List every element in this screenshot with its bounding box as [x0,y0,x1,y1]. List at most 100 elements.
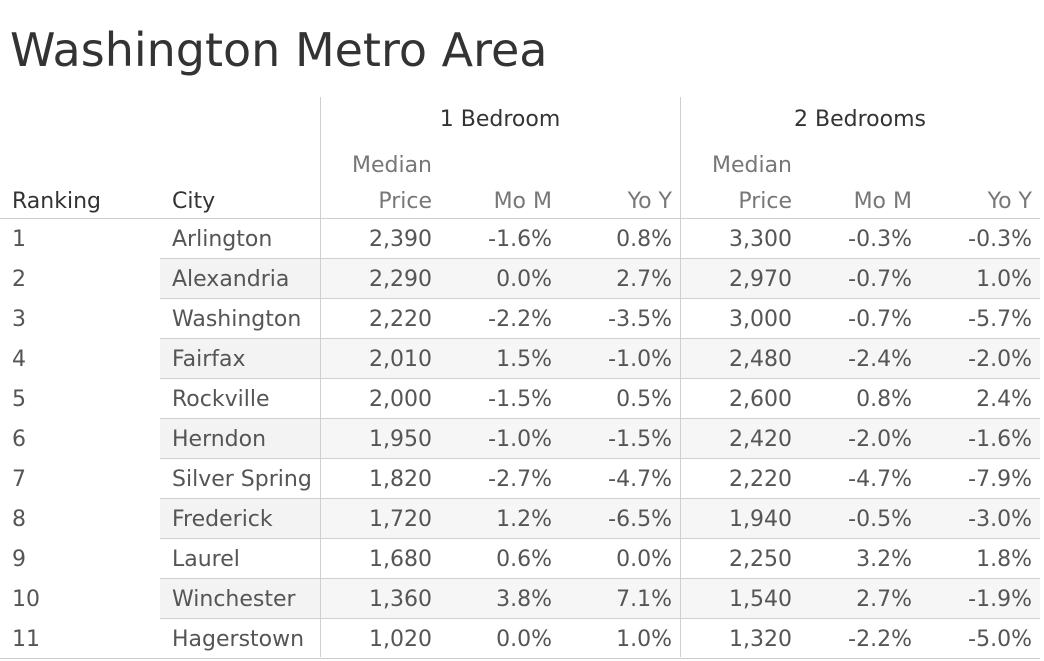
table-row: 8 Frederick 1,720 1.2% -6.5% 1,940 -0.5% -3.0% [0,499,1044,539]
cell-b1-yoy: -6.5% [608,507,672,532]
divider-city-data [320,97,321,657]
cell-b2-mom: -2.0% [848,427,912,452]
cell-b1-mom: -1.5% [488,387,552,412]
cell-b1-mom: -1.6% [488,227,552,252]
header-bottom-rule [0,218,1040,219]
cell-city: Herndon [172,427,267,452]
cell-city: Rockville [172,387,270,412]
cell-b1-mom: 0.0% [496,267,552,292]
cell-b2-yoy: -1.9% [968,587,1032,612]
cell-b1-mom: 3.8% [496,587,552,612]
cell-b1-median-price: 2,010 [369,347,432,372]
cell-b2-median-price: 2,600 [729,387,792,412]
cell-b2-yoy: -0.3% [968,227,1032,252]
cell-b1-median-price: 1,680 [369,547,432,572]
cell-ranking: 6 [12,427,26,452]
row-band-city [160,419,320,459]
cell-b2-yoy: 1.8% [976,547,1032,572]
cell-b1-yoy: 1.0% [616,627,672,652]
cell-b2-mom: -0.7% [848,267,912,292]
column-header-b1-mom: Mo M [493,189,552,214]
cell-b2-mom: -2.4% [848,347,912,372]
cell-city: Fairfax [172,347,246,372]
cell-ranking: 1 [12,227,26,252]
cell-city: Washington [172,307,302,332]
cell-b2-yoy: -5.0% [968,627,1032,652]
cell-b1-median-price: 1,020 [369,627,432,652]
cell-b2-mom: 0.8% [856,387,912,412]
cell-city: Arlington [172,227,273,252]
cell-b1-mom: 0.0% [496,627,552,652]
cell-b2-yoy: 1.0% [976,267,1032,292]
row-separator [160,538,1040,539]
cell-b1-mom: 1.5% [496,347,552,372]
column-header-b2-yoy: Yo Y [987,189,1032,214]
cell-b2-mom: -0.3% [848,227,912,252]
cell-b1-median-price: 2,390 [369,227,432,252]
column-header-b1-yoy: Yo Y [627,189,672,214]
cell-ranking: 11 [12,627,40,652]
cell-b1-yoy: -4.7% [608,467,672,492]
row-separator [160,338,1040,339]
table-row: 3 Washington 2,220 -2.2% -3.5% 3,000 -0.7% -5.7… [0,299,1044,339]
cell-b2-yoy: 2.4% [976,387,1032,412]
cell-b1-median-price: 2,220 [369,307,432,332]
group-header-2-bedrooms: 2 Bedrooms [794,107,926,132]
cell-b1-yoy: 7.1% [616,587,672,612]
cell-b1-mom: 1.2% [496,507,552,532]
cell-b2-median-price: 1,540 [729,587,792,612]
cell-b1-yoy: -3.5% [608,307,672,332]
cell-b2-median-price: 2,220 [729,467,792,492]
cell-b2-median-price: 3,000 [729,307,792,332]
cell-b1-median-price: 1,950 [369,427,432,452]
cell-b1-yoy: 0.8% [616,227,672,252]
cell-b2-yoy: -1.6% [968,427,1032,452]
cell-b1-mom: -1.0% [488,427,552,452]
group-header-1-bedroom: 1 Bedroom [439,107,561,132]
cell-b1-median-price: 1,820 [369,467,432,492]
row-separator [160,618,1040,619]
cell-b2-mom: 2.7% [856,587,912,612]
cell-b1-mom: 0.6% [496,547,552,572]
cell-b2-median-price: 1,320 [729,627,792,652]
column-header-b2-mom: Mo M [853,189,912,214]
cell-b1-median-price: 2,000 [369,387,432,412]
row-separator [160,418,1040,419]
row-band-city [160,579,320,619]
table-row: 2 Alexandria 2,290 0.0% 2.7% 2,970 -0.7% 1.0% [0,259,1044,299]
cell-b1-mom: -2.7% [488,467,552,492]
table-row: 10 Winchester 1,360 3.8% 7.1% 1,540 2.7% -1.9% [0,579,1044,619]
cell-ranking: 10 [12,587,40,612]
cell-b1-yoy: -1.0% [608,347,672,372]
cell-b2-mom: -2.2% [848,627,912,652]
column-header-b1-median-line2: Price [378,189,432,214]
cell-city: Hagerstown [172,627,305,652]
column-header-ranking: Ranking [12,189,101,214]
table-row: 1 Arlington 2,390 -1.6% 0.8% 3,300 -0.3% -0.3% [0,219,1044,259]
cell-b2-mom: -0.7% [848,307,912,332]
cell-ranking: 4 [12,347,26,372]
row-separator [160,498,1040,499]
table-row: 9 Laurel 1,680 0.6% 0.0% 2,250 3.2% 1.8% [0,539,1044,579]
table-row: 7 Silver Spring 1,820 -2.7% -4.7% 2,220 -4.7% -… [0,459,1044,499]
column-header-b1-median-line1: Median [351,153,432,178]
cell-city: Laurel [172,547,240,572]
cell-city: Alexandria [172,267,290,292]
column-header-b2-median-line1: Median [711,153,792,178]
row-band-city [160,339,320,379]
row-band-city [160,499,320,539]
cell-ranking: 5 [12,387,26,412]
cell-b2-median-price: 2,970 [729,267,792,292]
cell-ranking: 7 [12,467,26,492]
row-separator [160,578,1040,579]
cell-ranking: 3 [12,307,26,332]
cell-b1-median-price: 1,360 [369,587,432,612]
row-separator [160,298,1040,299]
divider-bedroom-groups [680,97,681,657]
cell-ranking: 9 [12,547,26,572]
row-separator [160,458,1040,459]
cell-b1-median-price: 1,720 [369,507,432,532]
cell-b1-yoy: 2.7% [616,267,672,292]
cell-city: Winchester [172,587,296,612]
